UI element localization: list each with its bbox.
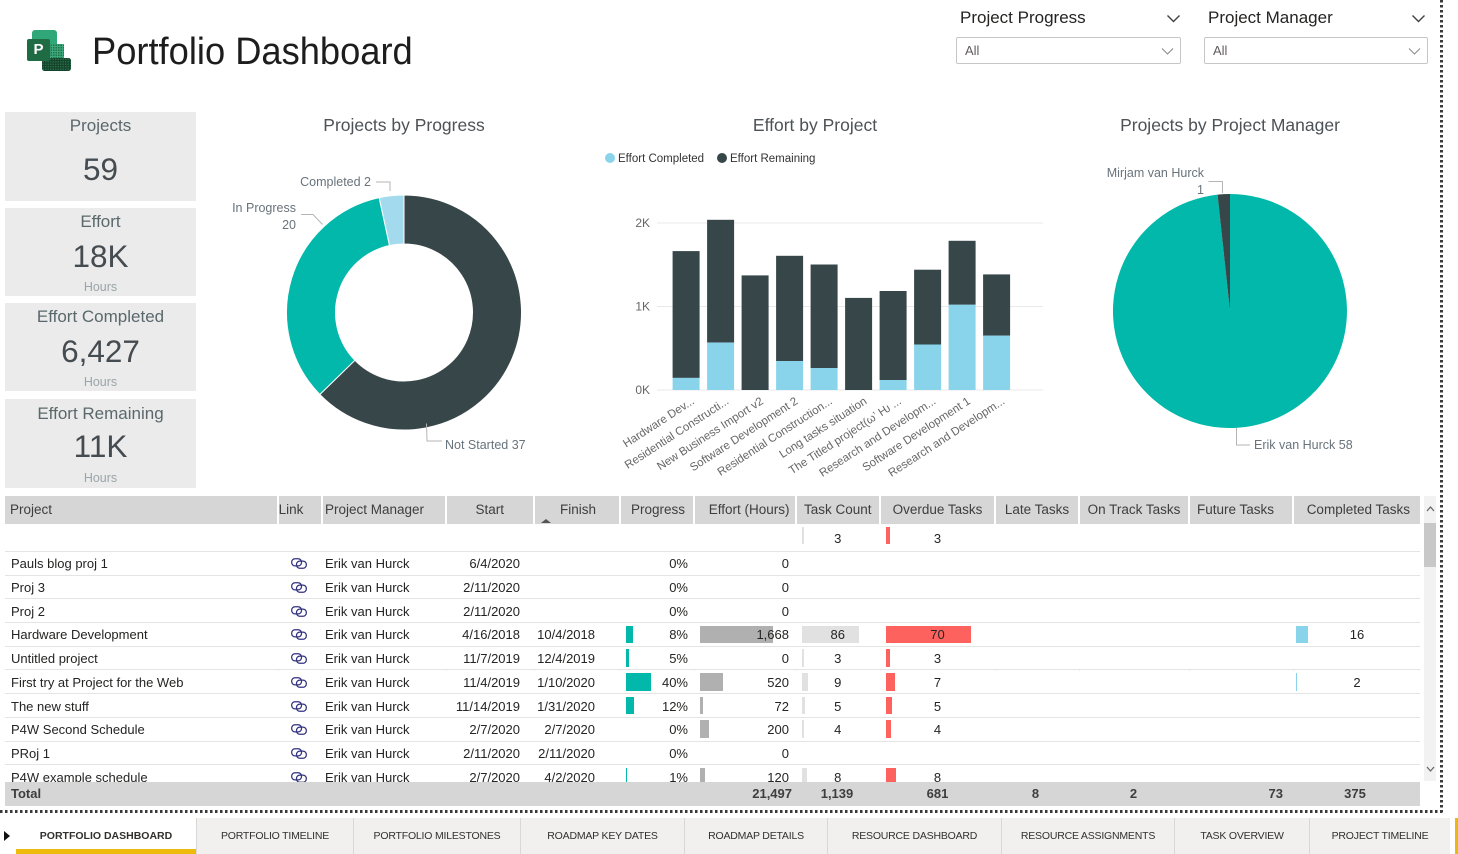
svg-text:Effort Completed: Effort Completed xyxy=(618,153,704,165)
svg-text:2K: 2K xyxy=(635,216,650,230)
svg-text:Effort Remaining: Effort Remaining xyxy=(730,153,815,165)
svg-text:Not Started 37: Not Started 37 xyxy=(445,438,526,452)
svg-text:1K: 1K xyxy=(635,300,650,314)
svg-text:Mirjam van Hurck: Mirjam van Hurck xyxy=(1107,166,1205,180)
svg-text:1: 1 xyxy=(1197,183,1204,197)
svg-text:0K: 0K xyxy=(635,383,650,397)
svg-text:Erik van Hurck 58: Erik van Hurck 58 xyxy=(1254,438,1353,452)
svg-text:Completed 2: Completed 2 xyxy=(300,175,371,189)
svg-text:20: 20 xyxy=(282,218,296,232)
svg-text:In Progress: In Progress xyxy=(232,201,296,215)
